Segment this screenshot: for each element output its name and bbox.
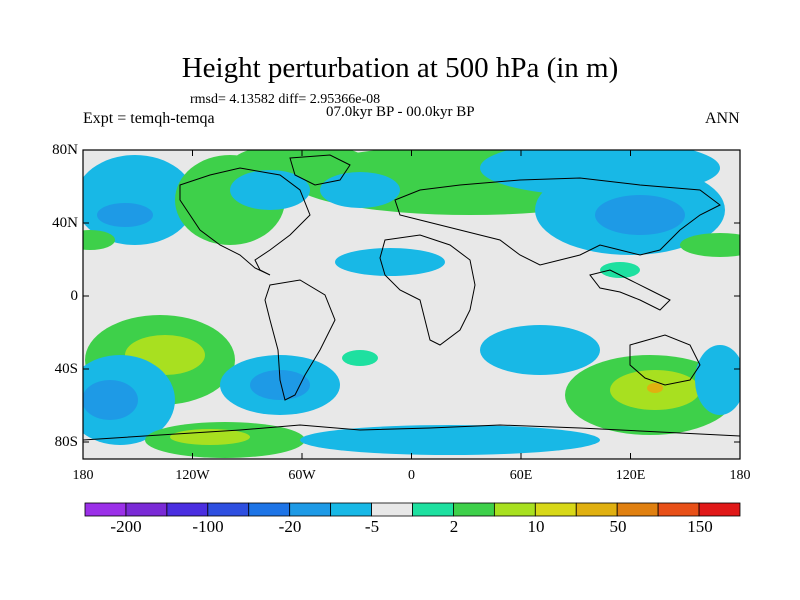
colorbar-swatch	[371, 502, 413, 517]
colorbar	[84, 502, 741, 517]
colorbar-swatch	[698, 502, 741, 517]
period-label: 07.0kyr BP - 00.0kyr BP	[326, 104, 475, 120]
colorbar-swatch	[616, 502, 659, 517]
lon-label-180e: 180	[729, 468, 751, 483]
contour-southern-ocean	[300, 425, 600, 455]
coast-antarctica	[83, 424, 740, 441]
plot-title: Height perturbation at 500 hPa (in m)	[181, 52, 619, 84]
contour-indian-ocean	[480, 325, 600, 375]
colorbar-swatch	[453, 502, 495, 517]
coast-indonesia	[589, 269, 671, 311]
colorbar-swatch	[493, 502, 536, 517]
lon-label-0: 0	[408, 468, 415, 483]
contour-south-atlantic-small	[342, 350, 378, 366]
contour-australia-peak	[647, 383, 663, 393]
contour-south-pacific-low-core	[83, 380, 138, 420]
contour-far-east	[695, 345, 740, 415]
colorbar-label: -100	[192, 517, 224, 536]
lat-label-40n: 40N	[52, 215, 78, 231]
colorbar-label: -200	[110, 517, 142, 536]
colorbar-swatch	[125, 502, 168, 517]
lon-label-120w: 120W	[175, 468, 210, 483]
contour-hudson	[230, 170, 310, 210]
lon-label-180w: 180	[72, 468, 94, 483]
lon-label-60e: 60E	[509, 468, 533, 483]
colorbar-label: -5	[364, 517, 380, 536]
colorbar-label: -20	[278, 517, 302, 536]
coast-australia	[629, 334, 701, 386]
colorbar-swatch	[207, 502, 250, 517]
colorbar-swatch	[248, 502, 291, 517]
lon-label-120e: 120E	[615, 468, 646, 483]
lon-label-60w: 60W	[288, 468, 316, 483]
coast-south-america	[264, 279, 336, 401]
coast-africa	[379, 234, 476, 346]
coast-greenland	[289, 154, 351, 186]
lat-label-80n: 80N	[52, 142, 78, 158]
coast-north-america	[179, 167, 311, 276]
colorbar-swatch	[412, 502, 454, 517]
colorbar-swatch	[657, 502, 700, 517]
contour-south-atlantic-core	[250, 370, 310, 400]
colorbar-swatch	[575, 502, 618, 517]
contour-atlantic-low	[320, 172, 400, 208]
experiment-label: Expt = temqh-temqa	[83, 110, 215, 127]
colorbar-label: 2	[449, 517, 459, 536]
contour-fields	[83, 150, 740, 458]
lat-label-40s: 40S	[54, 361, 78, 377]
lat-label-0: 0	[70, 288, 79, 304]
contour-subtropical-atlantic	[335, 248, 445, 276]
contour-west-edge	[83, 230, 115, 250]
contour-north-pacific-east-core	[97, 203, 153, 227]
coast-eurasia	[394, 177, 721, 266]
colorbar-label: 50	[609, 517, 627, 536]
colorbar-label: 10	[527, 517, 545, 536]
colorbar-swatch	[330, 502, 372, 517]
colorbar-swatch	[84, 502, 127, 517]
season-label: ANN	[705, 110, 740, 127]
axis-ticks	[82, 149, 741, 459]
colorbar-swatch	[289, 502, 332, 517]
stats-text: rmsd= 4.13582 diff= 2.95366e-08	[190, 92, 381, 107]
contour-east-edge	[680, 233, 740, 257]
colorbar-swatch	[166, 502, 209, 517]
coastlines	[83, 154, 740, 441]
colorbar-label: 150	[687, 517, 713, 536]
lat-label-80s: 80S	[54, 434, 78, 450]
contour-maritime	[600, 262, 640, 278]
colorbar-swatch	[534, 502, 577, 517]
contour-north-pacific-core	[595, 195, 685, 235]
